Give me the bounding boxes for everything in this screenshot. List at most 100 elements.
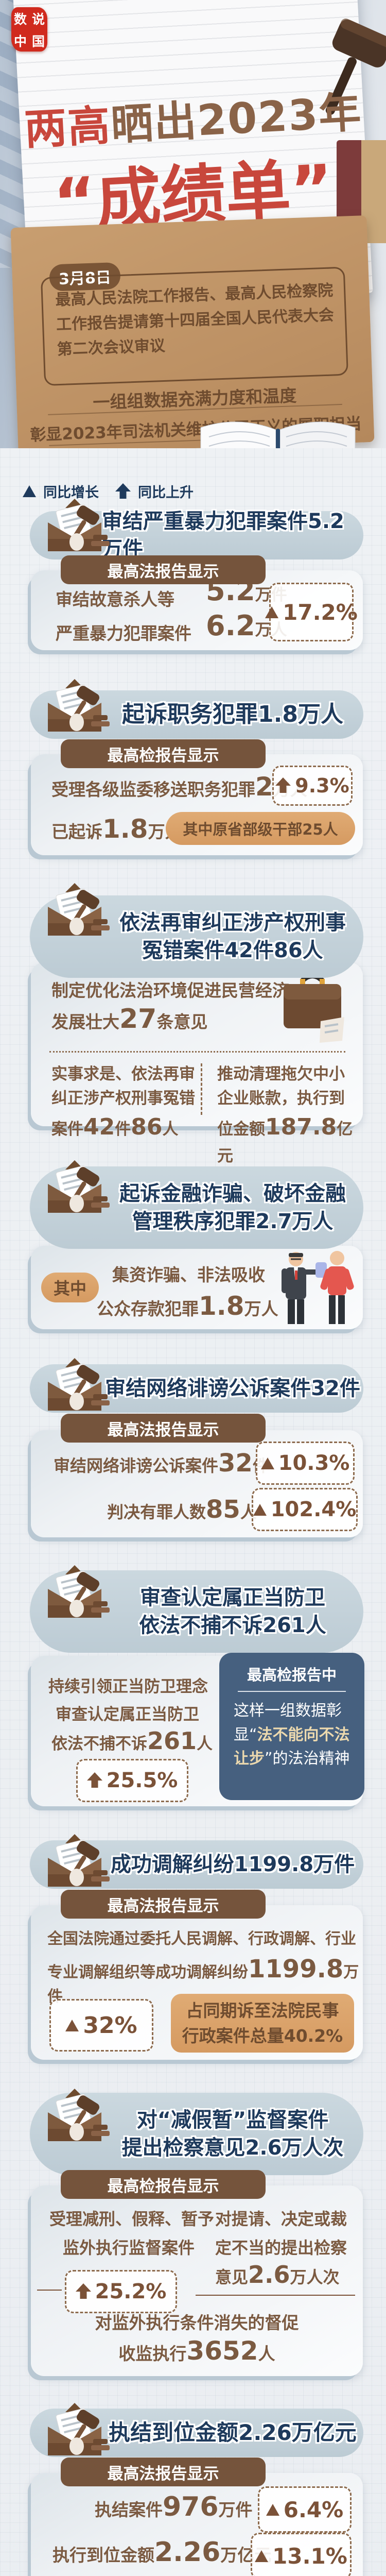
seal-char: 国 bbox=[31, 33, 45, 49]
section-1-source-label: 最高法报告显示 bbox=[61, 555, 266, 584]
delta-badge: 102.4% bbox=[252, 1488, 358, 1531]
stat-text: 判决有罪人数85人 bbox=[107, 1495, 257, 1524]
delta-badge: 6.4% bbox=[258, 2486, 352, 2533]
stat-text: 对监外执行条件消失的督促 bbox=[95, 2313, 299, 2333]
section-8-source-label: 最高检报告显示 bbox=[61, 2170, 266, 2199]
stat-text: 对提请、决定或裁 bbox=[215, 2209, 347, 2229]
gavel-photo-icon bbox=[292, 9, 386, 150]
envelope-gavel-icon bbox=[44, 2402, 112, 2456]
envelope-gavel-icon bbox=[44, 1159, 112, 1214]
section-5-source-label: 最高法报告显示 bbox=[61, 1414, 266, 1443]
seal-char: 数 bbox=[13, 11, 27, 27]
stat-text: 依法不捕不诉261人 bbox=[51, 1727, 213, 1755]
section-8-card: 受理减刑、假释、暂予 监外执行监督案件 25.2% 对提请、决定或裁 定不当的提… bbox=[31, 2185, 363, 2376]
stat-text: 监外执行监督案件 bbox=[63, 2238, 195, 2258]
section-9-source-label: 最高法报告显示 bbox=[61, 2458, 266, 2486]
stat-text: 审查认定属正当防卫 bbox=[56, 1705, 199, 1724]
navy-card-title: 最高检报告中 bbox=[247, 1666, 337, 1684]
tan-note: 其中原省部级干部25人 bbox=[166, 812, 355, 845]
section-5-card: 审结网络诽谤公诉案件32件 10.3% 判决有罪人数85人 102.4% bbox=[31, 1430, 363, 1537]
shuoshuo-zhongguo-seal-logo: 数 说 中 国 bbox=[11, 7, 47, 52]
section-4-title-line1: 起诉金融诈骗、破坏金融 bbox=[119, 1182, 346, 1206]
triangle-up-icon bbox=[266, 2503, 279, 2516]
delta-badge: 17.2% bbox=[265, 583, 358, 641]
section-6-title-line1: 审查认定属正当防卫 bbox=[140, 1586, 325, 1609]
envelope-gavel-icon bbox=[44, 2088, 112, 2142]
stat-text: 严重暴力犯罪案件 bbox=[56, 623, 191, 643]
legend-grow-label: 同比增长 bbox=[43, 485, 99, 501]
main-title-red: 两高 bbox=[23, 101, 113, 155]
block-arrow-up-icon bbox=[115, 483, 131, 500]
section-3-card: 制定优化法治环境促进民营经济 发展壮大27条意见 实事求是、依法再审 纠正涉产权… bbox=[31, 962, 363, 1165]
section-2-title: 起诉职务犯罪1.8万人 bbox=[122, 701, 343, 728]
envelope-gavel-icon bbox=[44, 882, 112, 937]
delta-badge: 25.2% bbox=[65, 2270, 177, 2313]
delta-badge: 32% bbox=[49, 1999, 153, 2052]
triangle-up-icon bbox=[23, 485, 36, 497]
dotted-divider bbox=[49, 1051, 345, 1053]
stat-text: 受理各级监委移送职务犯罪2万人 bbox=[51, 772, 307, 802]
legend: 同比增长 同比上升 bbox=[23, 481, 194, 501]
delta-badge: 10.3% bbox=[256, 1442, 355, 1485]
triangle-up-icon bbox=[253, 1503, 267, 1516]
stat-text: 收监执行3652人 bbox=[118, 2336, 275, 2366]
section-6-card: 持续引领正当防卫理念 审查认定属正当防卫 依法不捕不诉261人 25.5% 最高… bbox=[31, 1653, 364, 1806]
stat-text: 执结案件976万件 bbox=[95, 2492, 253, 2522]
section-7-title: 成功调解纠纷1199.8万件 bbox=[110, 1853, 355, 1876]
stat-text: 定不当的提出检察 bbox=[215, 2238, 347, 2258]
section-2-source-label: 最高检报告显示 bbox=[61, 739, 266, 768]
notice-text: 最高人民法院工作报告、最高人民检察院工作报告提请第十四届全国人民代表大会第二次会… bbox=[55, 281, 335, 359]
procuratorate-note-card: 最高检报告中 这样一组数据彰显“法不能向不法让步”的法治精神 bbox=[219, 1653, 364, 1800]
section-8-title-line2: 提出检察意见2.6万人次 bbox=[121, 2136, 344, 2160]
section-7-card: 全国法院通过委托人民调解、行政调解、行业 专业调解组织等成功调解纠纷1199.8… bbox=[31, 1905, 363, 2060]
section-3-title-line2: 冤错案件42件86人 bbox=[142, 939, 323, 962]
stat-text: 意见2.6万人次 bbox=[215, 2261, 340, 2289]
stat-text: 集资诈骗、非法吸收 bbox=[112, 1265, 265, 1285]
section-4-title-line2: 管理秩序犯罪2.7万人 bbox=[132, 1210, 334, 1233]
legend-rise-label: 同比上升 bbox=[138, 485, 194, 501]
stat-text: 已起诉1.8万人 bbox=[51, 814, 182, 844]
section-2-card: 受理各级监委移送职务犯罪2万人 9.3% 已起诉1.8万人 其中原省部级干部25… bbox=[31, 754, 363, 855]
seal-char: 说 bbox=[31, 11, 45, 27]
vertical-divider bbox=[201, 1063, 202, 1115]
stat-text: 审结网络诽谤公诉案件32件 bbox=[54, 1449, 269, 1478]
stat-column-left: 实事求是、依法再审 纠正涉产权刑事冤错 案件42件86人 bbox=[51, 1065, 195, 1140]
stat-text: 全国法院通过委托人民调解、行政调解、行业 bbox=[47, 1930, 356, 1948]
stat-text: 制定优化法治环境促进民营经济 bbox=[51, 980, 289, 1001]
tan-tag: 其中 bbox=[41, 1273, 99, 1302]
section-4-card: 其中 集资诈骗、非法吸收 公众存款犯罪1.8万人 bbox=[31, 1246, 363, 1329]
envelope-gavel-icon bbox=[44, 1564, 112, 1619]
stat-text: 执行到位金额2.26万亿元 bbox=[52, 2537, 272, 2568]
envelope-gavel-icon bbox=[44, 1833, 112, 1888]
section-5-title: 审结网络诽谤公诉案件32件 bbox=[105, 1377, 360, 1400]
navy-card-body: 这样一组数据彰显“法不能向不法让步”的法治精神 bbox=[234, 1702, 350, 1768]
section-3-title-line1: 依法再审纠正涉产权刑事 bbox=[119, 911, 346, 935]
seal-char: 中 bbox=[13, 33, 27, 49]
divider bbox=[238, 1691, 346, 1692]
section-9-title: 执结到位金额2.26万亿元 bbox=[109, 2419, 357, 2445]
stat-text: 持续引领正当防卫理念 bbox=[48, 1677, 208, 1696]
section-5-header-pill: 审结网络诽谤公诉案件32件 bbox=[30, 1364, 363, 1413]
stat-column-right: 推动清理拖欠中小 企业账款，执行到 位金额187.8亿元 bbox=[217, 1065, 353, 1165]
section-8-title-line1: 对“减假暂”监督案件 bbox=[136, 2108, 329, 2132]
stat-text: 审结故意杀人等 bbox=[56, 589, 174, 609]
section-6-title-line2: 依法不捕不诉261人 bbox=[139, 1614, 326, 1637]
envelope-gavel-icon bbox=[44, 1357, 112, 1412]
triangle-up-icon bbox=[265, 606, 279, 618]
rule-line bbox=[196, 2295, 355, 2296]
stat-text: 发展壮大27条意见 bbox=[51, 1004, 208, 1035]
section-1-title: 审结严重暴力犯罪案件5.2万件 bbox=[102, 510, 344, 561]
delta-badge: 13.1% bbox=[251, 2533, 352, 2576]
briefcase-icon bbox=[276, 968, 348, 1047]
block-arrow-up-icon bbox=[275, 777, 291, 794]
triangle-up-icon bbox=[255, 2550, 269, 2562]
delta-badge: 25.5% bbox=[76, 1759, 188, 1802]
envelope-gavel-icon bbox=[44, 498, 112, 552]
stat-text: 公众存款犯罪1.8万人 bbox=[97, 1291, 278, 1321]
section-7-source-label: 最高法报告显示 bbox=[61, 1890, 266, 1919]
block-arrow-up-icon bbox=[87, 1772, 102, 1789]
stat-text: 受理减刑、假释、暂予 bbox=[49, 2209, 215, 2229]
triangle-up-icon bbox=[65, 2019, 79, 2031]
block-arrow-up-icon bbox=[76, 2283, 91, 2300]
tan-note: 占同期诉至法院民事 行政案件总量40.2% bbox=[171, 1994, 354, 2053]
